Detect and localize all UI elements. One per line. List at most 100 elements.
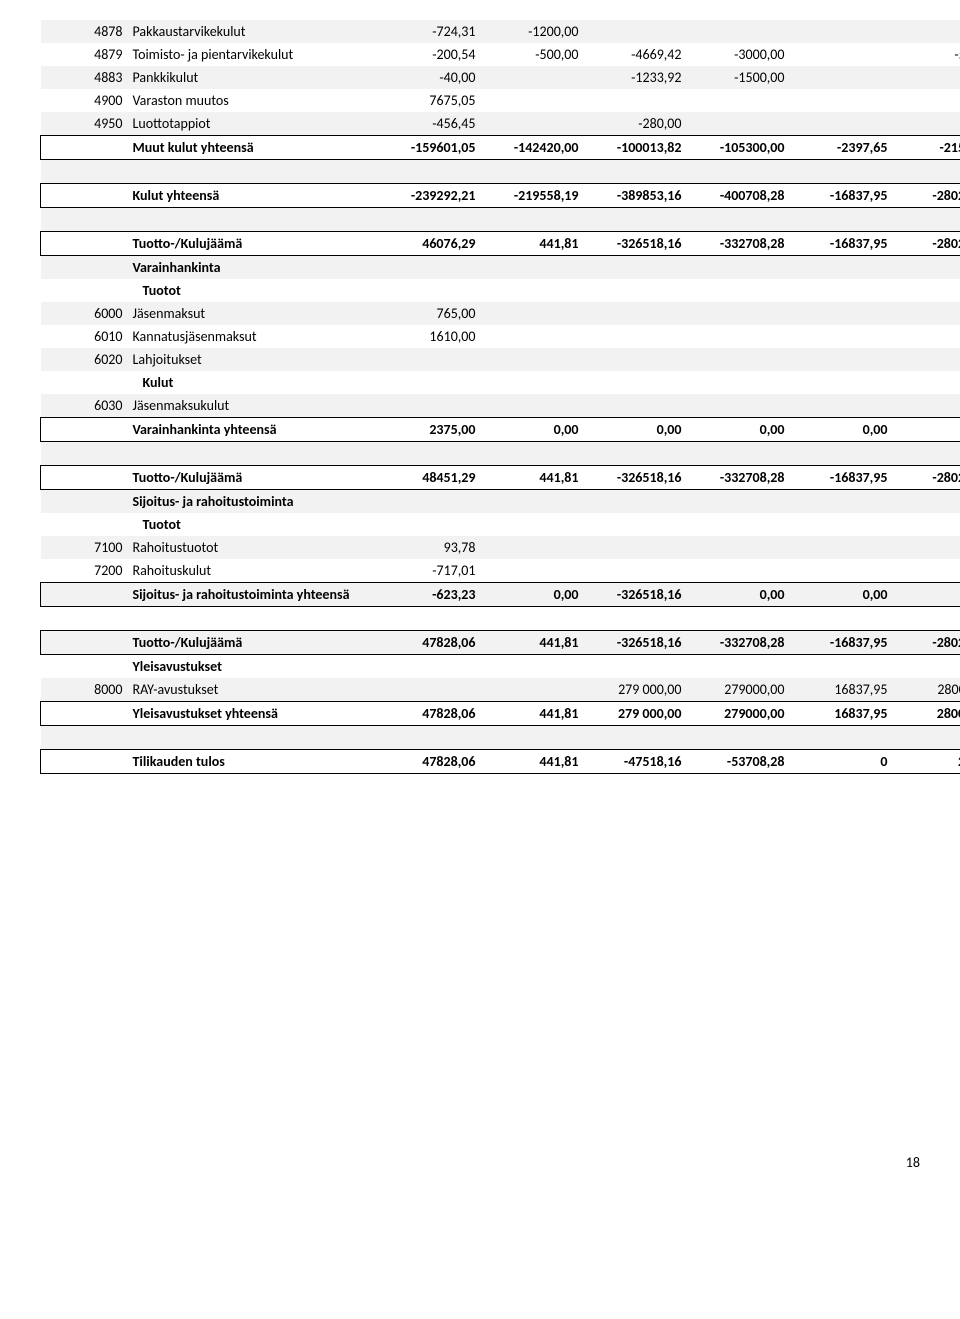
cell bbox=[892, 371, 960, 394]
cell bbox=[892, 112, 960, 136]
cell bbox=[892, 89, 960, 112]
cell bbox=[377, 371, 480, 394]
cell: -456,45 bbox=[377, 112, 480, 136]
cell: 0,00 bbox=[480, 418, 583, 442]
cell bbox=[789, 20, 892, 43]
cell: -326518,16 bbox=[583, 466, 686, 490]
cell: 279000,00 bbox=[686, 702, 789, 726]
cell bbox=[892, 279, 960, 302]
cell: -16837,95 bbox=[789, 232, 892, 256]
cell: -28023,40 bbox=[892, 184, 960, 208]
cell bbox=[892, 325, 960, 348]
cell bbox=[892, 490, 960, 514]
cell: -332708,28 bbox=[686, 631, 789, 655]
cell bbox=[480, 66, 583, 89]
cell bbox=[686, 20, 789, 43]
cell bbox=[789, 655, 892, 679]
cell bbox=[686, 726, 789, 750]
cell bbox=[789, 348, 892, 371]
table-row: 6030Jäsenmaksukulut bbox=[41, 394, 960, 418]
table-row: 8000RAY-avustukset279 000,00279000,00168… bbox=[41, 678, 960, 702]
cell bbox=[129, 442, 377, 466]
cell bbox=[377, 208, 480, 232]
cell: -142420,00 bbox=[480, 136, 583, 160]
cell: -16837,95 bbox=[789, 631, 892, 655]
cell: 47828,06 bbox=[377, 702, 480, 726]
cell: -4669,42 bbox=[583, 43, 686, 66]
cell: 0,00 bbox=[892, 418, 960, 442]
cell bbox=[892, 208, 960, 232]
table-row: Kulut bbox=[41, 371, 960, 394]
cell bbox=[789, 726, 892, 750]
cell: Varaston muutos bbox=[129, 89, 377, 112]
table-row: Varainhankinta bbox=[41, 256, 960, 280]
cell: 441,81 bbox=[480, 702, 583, 726]
cell: 0,00 bbox=[789, 583, 892, 607]
cell: 16837,95 bbox=[789, 702, 892, 726]
cell bbox=[789, 256, 892, 280]
cell bbox=[41, 442, 129, 466]
cell: Pakkaustarvikekulut bbox=[129, 20, 377, 43]
table-row: Sijoitus- ja rahoitustoiminta bbox=[41, 490, 960, 514]
table-row bbox=[41, 160, 960, 184]
cell: 93,78 bbox=[377, 536, 480, 559]
cell: 441,81 bbox=[480, 750, 583, 774]
table-row: Muut kulut yhteensä-159601,05-142420,00-… bbox=[41, 136, 960, 160]
cell bbox=[583, 394, 686, 418]
cell: -1233,92 bbox=[583, 66, 686, 89]
cell: Kannatusjäsenmaksut bbox=[129, 325, 377, 348]
cell bbox=[789, 442, 892, 466]
cell: Lahjoitukset bbox=[129, 348, 377, 371]
table-row bbox=[41, 726, 960, 750]
cell bbox=[377, 678, 480, 702]
cell: 6030 bbox=[41, 394, 129, 418]
cell: -28023,40 bbox=[892, 631, 960, 655]
cell: -53708,28 bbox=[686, 750, 789, 774]
cell bbox=[789, 371, 892, 394]
cell: Tuotot bbox=[129, 279, 377, 302]
cell bbox=[789, 43, 892, 66]
table-row: Tuotot bbox=[41, 279, 960, 302]
cell: Yleisavustukset yhteensä bbox=[129, 702, 377, 726]
cell: 48451,29 bbox=[377, 466, 480, 490]
cell bbox=[377, 607, 480, 631]
cell bbox=[480, 256, 583, 280]
cell bbox=[686, 607, 789, 631]
cell: -623,23 bbox=[377, 583, 480, 607]
cell: -326518,16 bbox=[583, 232, 686, 256]
cell bbox=[892, 256, 960, 280]
cell bbox=[686, 112, 789, 136]
cell: 765,00 bbox=[377, 302, 480, 325]
cell: 0,00 bbox=[892, 583, 960, 607]
cell bbox=[480, 325, 583, 348]
cell: -332708,28 bbox=[686, 232, 789, 256]
cell bbox=[789, 394, 892, 418]
cell bbox=[377, 256, 480, 280]
cell bbox=[686, 394, 789, 418]
cell: Kulut bbox=[129, 371, 377, 394]
cell: 4883 bbox=[41, 66, 129, 89]
cell: Tuotto-/Kulujäämä bbox=[129, 466, 377, 490]
cell: -1200,00 bbox=[480, 20, 583, 43]
cell: 23,40 bbox=[892, 750, 960, 774]
cell bbox=[480, 208, 583, 232]
cell bbox=[41, 466, 129, 490]
cell: -239292,21 bbox=[377, 184, 480, 208]
cell: Kulut yhteensä bbox=[129, 184, 377, 208]
cell bbox=[583, 256, 686, 280]
cell bbox=[583, 607, 686, 631]
cell bbox=[789, 302, 892, 325]
cell: 0,00 bbox=[480, 583, 583, 607]
cell bbox=[583, 279, 686, 302]
table-row: 7100Rahoitustuotot93,78 bbox=[41, 536, 960, 559]
cell bbox=[480, 371, 583, 394]
cell bbox=[686, 279, 789, 302]
cell bbox=[583, 513, 686, 536]
cell bbox=[686, 325, 789, 348]
cell: 0,00 bbox=[686, 418, 789, 442]
table-row: Yleisavustukset bbox=[41, 655, 960, 679]
cell: 0,00 bbox=[789, 418, 892, 442]
cell: -500,00 bbox=[480, 43, 583, 66]
cell bbox=[789, 325, 892, 348]
cell: 7100 bbox=[41, 536, 129, 559]
